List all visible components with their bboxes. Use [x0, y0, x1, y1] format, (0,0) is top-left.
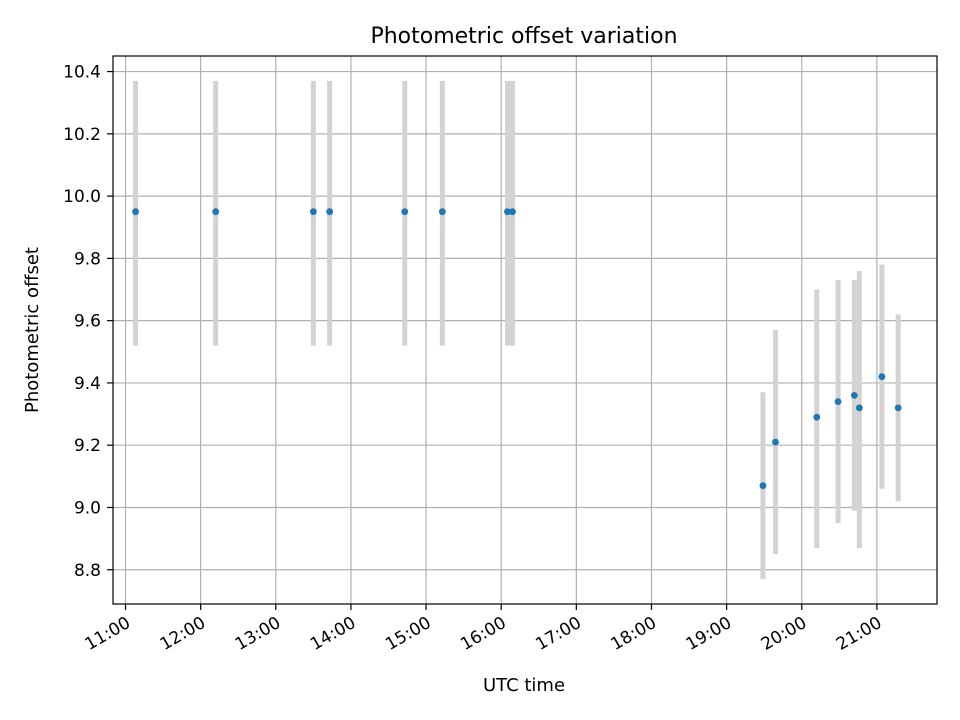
data-point-12 — [850, 391, 858, 399]
data-point-11 — [834, 398, 842, 406]
data-point-13 — [855, 404, 863, 412]
y-tick-label: 10.4 — [63, 63, 101, 83]
y-tick-label: 9.8 — [74, 249, 101, 269]
data-point-8 — [759, 482, 767, 490]
data-point-7 — [509, 208, 516, 216]
y-tick-label: 9.6 — [74, 312, 101, 332]
data-point-5 — [438, 208, 446, 216]
data-points — [132, 208, 902, 490]
x-tick-label: 14:00 — [307, 613, 359, 655]
x-tick-label: 19:00 — [683, 613, 735, 655]
x-tick-label: 20:00 — [758, 613, 810, 655]
data-point-10 — [813, 413, 821, 421]
y-axis-label: Photometric offset — [22, 247, 43, 413]
x-axis-label: UTC time — [483, 675, 565, 696]
plot-frame — [112, 55, 938, 605]
y-tick-label: 9.2 — [74, 436, 101, 456]
data-point-3 — [326, 208, 334, 216]
y-tick-label: 8.8 — [74, 561, 101, 581]
y-tick-label: 10.2 — [63, 125, 101, 145]
chart-title: Photometric offset variation — [370, 24, 677, 49]
x-tick-label: 18:00 — [608, 613, 660, 655]
data-point-6 — [504, 208, 511, 216]
x-tick-label: 17:00 — [532, 613, 584, 655]
data-point-14 — [878, 373, 886, 381]
data-point-1 — [212, 208, 220, 216]
data-point-0 — [132, 208, 139, 216]
x-tick-label: 21:00 — [833, 613, 885, 655]
y-axis-ticks: 8.8 9.0 9.2 9.4 9.6 9.8 10.0 10.2 10.4 — [63, 63, 113, 581]
y-tick-label: 9.0 — [74, 498, 101, 518]
data-point-4 — [401, 208, 409, 216]
x-tick-label: 13:00 — [232, 613, 284, 655]
y-tick-label: 9.4 — [74, 374, 101, 394]
data-point-9 — [772, 438, 779, 446]
x-tick-label: 12:00 — [157, 613, 209, 655]
x-axis-ticks: 11:00 12:00 13:00 14:00 15:00 16:00 17:00 18:00… — [82, 604, 885, 655]
data-point-2 — [309, 208, 317, 216]
x-tick-label: 11:00 — [82, 613, 134, 655]
grid — [113, 56, 937, 604]
x-tick-label: 16:00 — [457, 613, 509, 655]
error-bars — [133, 80, 901, 580]
data-point-15 — [894, 404, 902, 412]
y-tick-label: 10.0 — [63, 187, 101, 207]
x-tick-label: 15:00 — [382, 613, 434, 655]
